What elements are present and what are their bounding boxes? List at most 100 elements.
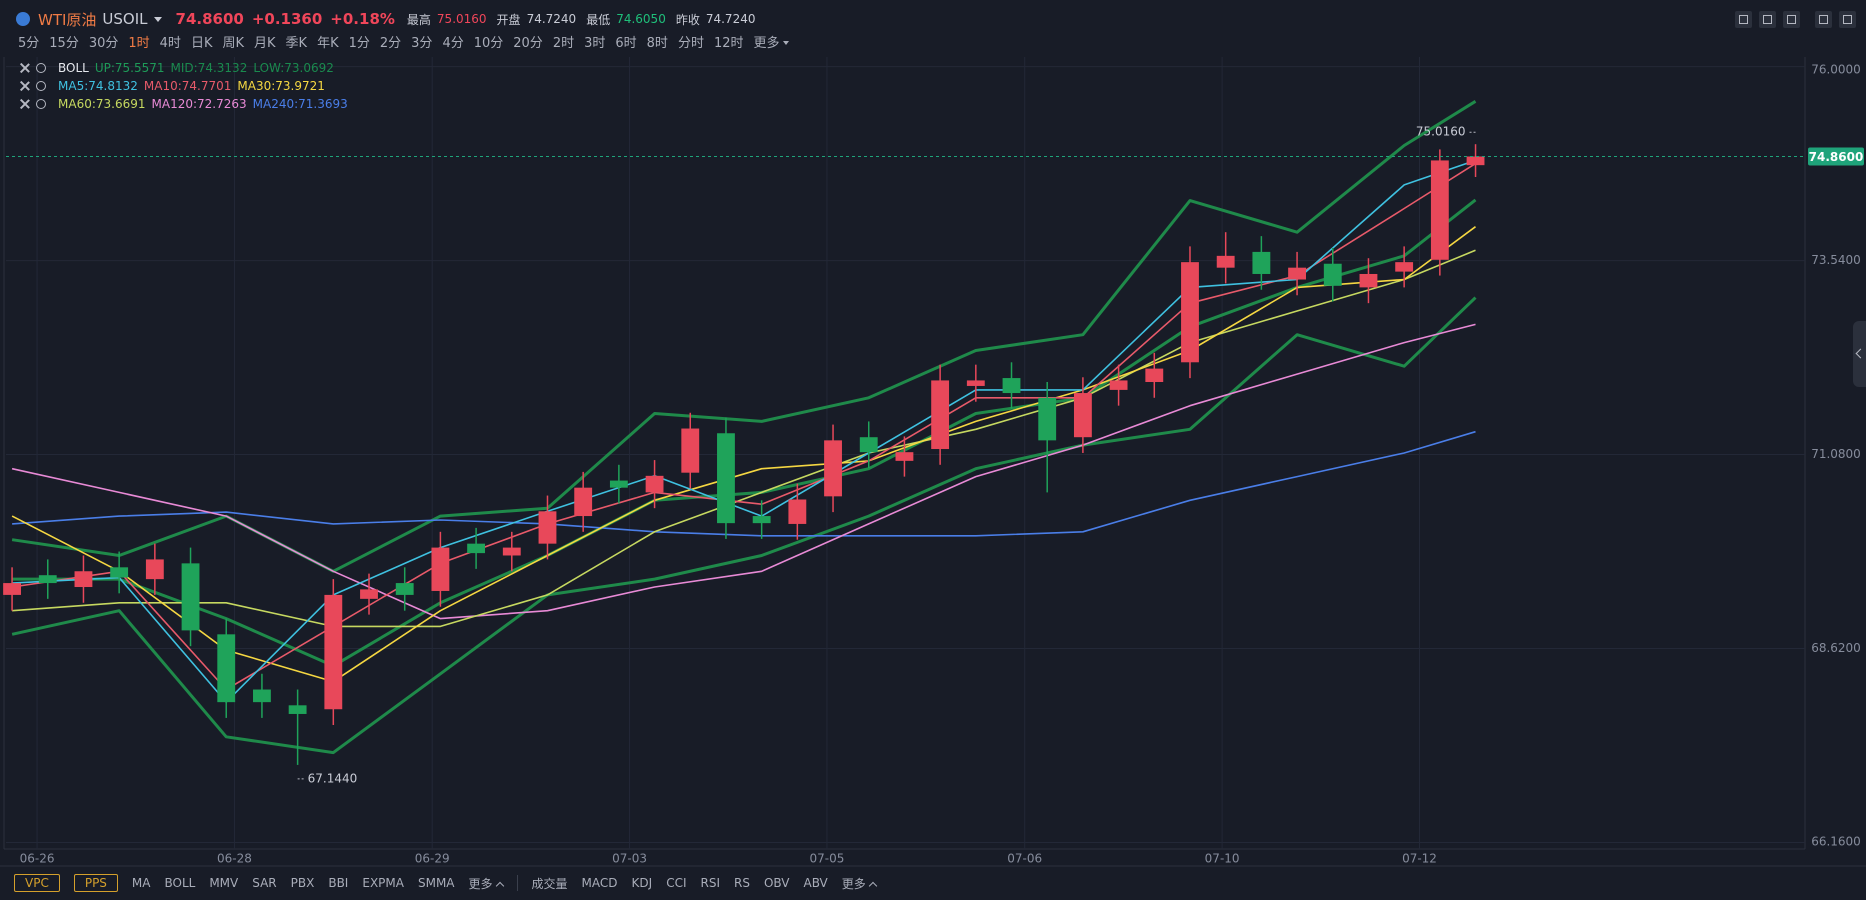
remove-icon[interactable] — [20, 63, 30, 73]
indicator-button[interactable]: RS — [733, 876, 750, 890]
candle-body — [1252, 251, 1271, 274]
period-button[interactable]: 20分 — [513, 35, 543, 51]
candle-body — [966, 380, 985, 386]
period-button[interactable]: 5分 — [18, 35, 40, 51]
settings-icon[interactable] — [36, 81, 46, 91]
candle-body — [931, 380, 950, 450]
indicator-button[interactable]: CCI — [666, 876, 687, 890]
side-panel-toggle[interactable] — [1853, 321, 1866, 387]
candle-body — [1109, 380, 1128, 390]
settings-icon[interactable] — [36, 99, 46, 109]
y-tick-label: 68.6200 — [1811, 641, 1861, 655]
candle-body — [1038, 397, 1057, 441]
toggle-button[interactable]: VPC — [14, 874, 60, 892]
indicator-button[interactable]: 成交量 — [531, 876, 568, 891]
separator — [516, 875, 518, 891]
period-button[interactable]: 6时 — [615, 35, 637, 51]
indicator-button[interactable]: BBI — [328, 876, 349, 890]
period-button[interactable]: 更多 — [754, 32, 789, 51]
last-price-tag — [1808, 147, 1864, 166]
expand-button[interactable] — [1815, 11, 1832, 28]
candle-body — [609, 480, 628, 488]
period-button[interactable]: 2时 — [552, 35, 575, 51]
indicator-button[interactable]: OBV — [763, 876, 790, 890]
settings-icon[interactable] — [36, 63, 46, 73]
indicator-button[interactable]: EXPMA — [362, 876, 404, 890]
indicator-button[interactable]: SAR — [252, 876, 277, 890]
indicator-value: LOW:73.0692 — [253, 61, 334, 75]
indicator-button[interactable]: 更多 — [842, 875, 876, 892]
candle-body — [3, 583, 21, 595]
indicator-button[interactable]: BOLL — [164, 876, 196, 890]
tool-button[interactable] — [1735, 11, 1752, 28]
period-bar: 5分 15分 30分 1时 4时 日K 周K 月K 季K 年K 1分 2分 3分 4分 10分 20分 2时 3时… — [18, 31, 789, 51]
period-button[interactable]: 3时 — [584, 35, 606, 51]
period-button[interactable]: 4时 — [159, 35, 181, 51]
close-button[interactable] — [1839, 11, 1856, 28]
period-button[interactable]: 月K — [254, 35, 276, 51]
period-button[interactable]: 12时 — [713, 35, 744, 51]
period-button[interactable]: 4分 — [442, 35, 464, 51]
y-tick-label: 76.0000 — [1811, 63, 1861, 77]
tool-button[interactable] — [1783, 11, 1800, 28]
period-button[interactable]: 1分 — [348, 35, 370, 51]
period-button[interactable]: 1时 — [128, 35, 150, 51]
period-button[interactable]: 日K — [190, 35, 213, 51]
indicator-button[interactable]: SMMA — [417, 876, 455, 890]
x-tick-label: 06-26 — [20, 852, 55, 866]
header: WTI原油 USOIL 74.8600 +0.1360 +0.18% 最高 75.… — [16, 7, 755, 31]
candle-body — [1359, 273, 1378, 288]
candle-body — [538, 511, 557, 544]
candle-body — [1430, 160, 1449, 260]
indicator-value: MA120:72.7263 — [151, 97, 247, 111]
remove-icon[interactable] — [20, 99, 30, 109]
toggle-button[interactable]: PPS — [73, 874, 118, 892]
period-button[interactable]: 10分 — [473, 35, 504, 51]
period-button[interactable]: 分时 — [677, 35, 704, 51]
stat-label: 开盘 — [496, 12, 521, 27]
period-button[interactable]: 年K — [317, 35, 339, 51]
candle-body — [360, 589, 378, 599]
indicator-button[interactable]: PBX — [290, 876, 315, 890]
indicator-button[interactable]: MA — [131, 876, 151, 890]
candle-body — [681, 428, 700, 473]
period-button[interactable]: 3分 — [411, 35, 433, 51]
indicator-line — [11, 226, 1476, 683]
indicator-button[interactable]: MMV — [209, 876, 239, 890]
remove-icon[interactable] — [20, 81, 30, 91]
indicator-button[interactable]: ABV — [803, 876, 828, 890]
y-tick-label: 71.0800 — [1811, 447, 1861, 461]
tool-button[interactable] — [1759, 11, 1776, 28]
indicator-button[interactable]: 更多 — [469, 875, 503, 892]
candle-body — [38, 575, 57, 584]
symbol-caret[interactable] — [153, 16, 162, 22]
candle-body — [431, 547, 450, 591]
period-button[interactable]: 8时 — [646, 35, 668, 51]
period-button[interactable]: 15分 — [49, 35, 79, 51]
candle-body — [395, 583, 414, 595]
period-button[interactable]: 季K — [285, 35, 308, 51]
candle-body — [788, 499, 807, 524]
candle-body — [824, 440, 842, 497]
candle-body — [288, 705, 307, 714]
indicator-button[interactable]: RSI — [700, 876, 720, 890]
period-button[interactable]: 周K — [222, 35, 244, 51]
legend-row: MA5:74.8132 MA10:74.7701 MA30:73.9721 — [20, 79, 325, 93]
indicator-button[interactable]: KDJ — [631, 876, 653, 890]
candle-body — [752, 516, 771, 524]
candle-body — [1323, 263, 1342, 286]
candle-body — [645, 475, 664, 493]
period-button[interactable]: 2分 — [379, 35, 402, 51]
indicator-line — [11, 296, 1477, 755]
price: 74.8600 — [175, 10, 244, 28]
indicator-value: MA60:73.6691 — [58, 97, 146, 111]
indicator-button[interactable]: MACD — [581, 876, 618, 890]
candle-body — [1395, 262, 1414, 272]
candle-body — [1181, 262, 1199, 363]
indicator-value: MA10:74.7701 — [143, 79, 232, 93]
x-tick-label: 06-29 — [415, 852, 450, 866]
y-tick-label: 66.1600 — [1811, 835, 1861, 849]
symbol-code[interactable]: USOIL — [102, 10, 148, 28]
period-button[interactable]: 30分 — [88, 35, 119, 51]
